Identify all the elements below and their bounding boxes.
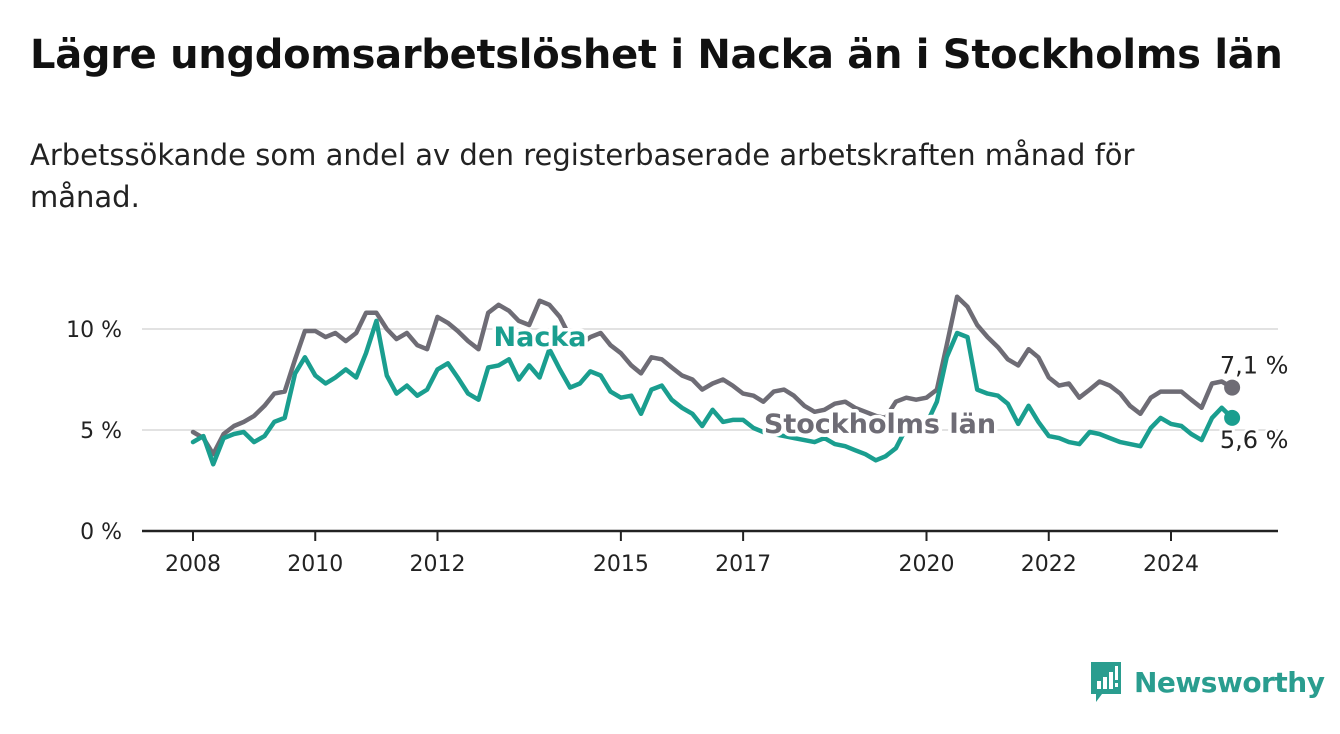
series-end-point: [1224, 379, 1241, 396]
y-tick-label: 10 %: [66, 318, 122, 343]
x-axis-ticks: 2008 2010 2012 2015 2017 2020 2022 2024: [165, 531, 1199, 577]
series-lines: [190, 294, 1235, 467]
x-tick-label: 2024: [1143, 552, 1199, 577]
x-tick-label: 2020: [899, 552, 955, 577]
series-end-label: 7,1 %: [1220, 352, 1289, 380]
series-end-labels: 7,1 % 5,6 %: [1217, 349, 1292, 457]
x-tick-label: 2008: [165, 552, 221, 577]
y-axis-labels: 0 % 5 % 10 %: [66, 318, 122, 545]
gridlines: [142, 328, 1278, 431]
series-annotation: Nacka: [494, 322, 587, 353]
y-tick-label: 5 %: [80, 419, 122, 444]
series-annotations: Nacka Stockholms län: [490, 319, 1000, 444]
series-line-stockholms-l-n: [190, 294, 1235, 457]
x-tick-label: 2022: [1021, 552, 1077, 577]
series-end-label: 5,6 %: [1220, 426, 1289, 454]
x-tick-label: 2010: [287, 552, 343, 577]
brand-name: Newsworthy: [1134, 665, 1325, 699]
series-annotation: Stockholms län: [764, 409, 996, 440]
newsworthy-brand[interactable]: Newsworthy: [1088, 660, 1325, 704]
series-line-nacka: [190, 318, 1235, 467]
newsworthy-logo-icon: [1091, 662, 1121, 702]
y-tick-label: 0 %: [80, 520, 122, 545]
x-tick-label: 2017: [715, 552, 771, 577]
x-tick-label: 2012: [410, 552, 466, 577]
x-tick-label: 2015: [593, 552, 649, 577]
series-end-point: [1224, 409, 1241, 426]
chart-title: Lägre ungdomsarbetslöshet i Nacka än i S…: [30, 32, 1283, 78]
chart-subtitle: Arbetssökande som andel av den registerb…: [30, 138, 1135, 214]
